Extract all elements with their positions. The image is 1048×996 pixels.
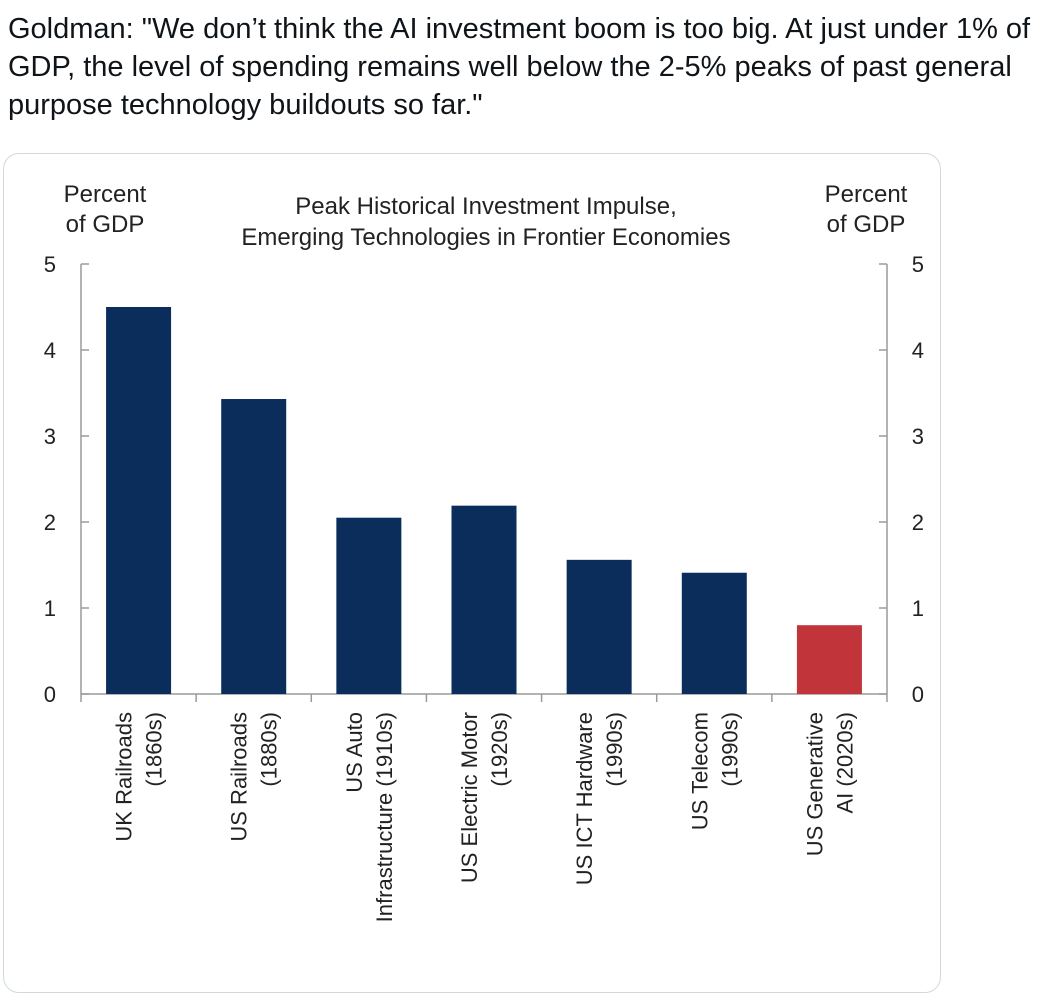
x-tick-label: UK Railroads bbox=[112, 712, 137, 842]
y-tick-label-right: 3 bbox=[912, 424, 924, 449]
y-tick-label-left: 0 bbox=[44, 682, 56, 707]
x-tick-label: (1920s) bbox=[487, 712, 512, 787]
chart-title-line: Peak Historical Investment Impulse, bbox=[295, 193, 676, 220]
chart-bars bbox=[106, 307, 862, 694]
y-tick-label-right: 1 bbox=[912, 596, 924, 621]
x-axis-labels: UK Railroads (1860s) US Railroads (1880s) US… bbox=[112, 712, 858, 922]
x-tick-label: US Electric Motor bbox=[457, 712, 482, 883]
x-tick-label: US Railroads bbox=[227, 712, 252, 842]
x-tick-label: US Auto bbox=[342, 712, 367, 793]
bar bbox=[221, 399, 287, 694]
x-tick-label: US ICT Hardware bbox=[572, 712, 597, 885]
bar bbox=[566, 559, 632, 694]
tweet-text: Goldman: "We don’t think the AI investme… bbox=[8, 13, 1031, 121]
y-axis-label-right-line: of GDP bbox=[827, 211, 906, 238]
y-axis-label-left: Percent of GDP bbox=[64, 181, 147, 238]
bar bbox=[681, 572, 747, 694]
x-tick-label: Infrastructure (1910s) bbox=[372, 712, 397, 922]
chart-axes: 0 0 1 1 2 2 3 3 4 4 5 5 bbox=[44, 252, 924, 707]
x-tick-label: (1990s) bbox=[602, 712, 627, 787]
y-tick-label-right: 5 bbox=[912, 252, 924, 277]
x-tick-label: (1990s) bbox=[717, 712, 742, 787]
x-tick-label: (1880s) bbox=[257, 712, 282, 787]
y-tick-label-right: 4 bbox=[912, 338, 924, 363]
y-tick-label-left: 3 bbox=[44, 424, 56, 449]
bar bbox=[451, 505, 517, 694]
y-tick-label-left: 1 bbox=[44, 596, 56, 621]
y-axis-label-left-line: Percent bbox=[64, 181, 147, 208]
x-tick-label: US Generative bbox=[802, 712, 827, 856]
bar bbox=[336, 517, 402, 694]
y-tick-label-right: 2 bbox=[912, 510, 924, 535]
bar bbox=[796, 625, 862, 694]
x-tick-label: US Telecom bbox=[687, 712, 712, 830]
bar-chart: Peak Historical Investment Impulse, Emerg… bbox=[44, 181, 924, 922]
y-axis-label-left-line: of GDP bbox=[66, 211, 145, 238]
bar bbox=[106, 307, 172, 694]
y-tick-label-left: 5 bbox=[44, 252, 56, 277]
y-tick-label-left: 4 bbox=[44, 338, 56, 363]
y-axis-label-right-line: Percent bbox=[825, 181, 908, 208]
chart-title: Peak Historical Investment Impulse, Emerg… bbox=[241, 193, 730, 251]
chart-title-line: Emerging Technologies in Frontier Econom… bbox=[241, 224, 730, 251]
x-tick-label: (1860s) bbox=[142, 712, 167, 787]
y-tick-label-right: 0 bbox=[912, 682, 924, 707]
y-tick-label-left: 2 bbox=[44, 510, 56, 535]
y-axis-label-right: Percent of GDP bbox=[825, 181, 908, 238]
x-tick-label: AI (2020s) bbox=[832, 712, 857, 814]
tweet-media-card[interactable]: Peak Historical Investment Impulse, Emerg… bbox=[3, 153, 941, 993]
